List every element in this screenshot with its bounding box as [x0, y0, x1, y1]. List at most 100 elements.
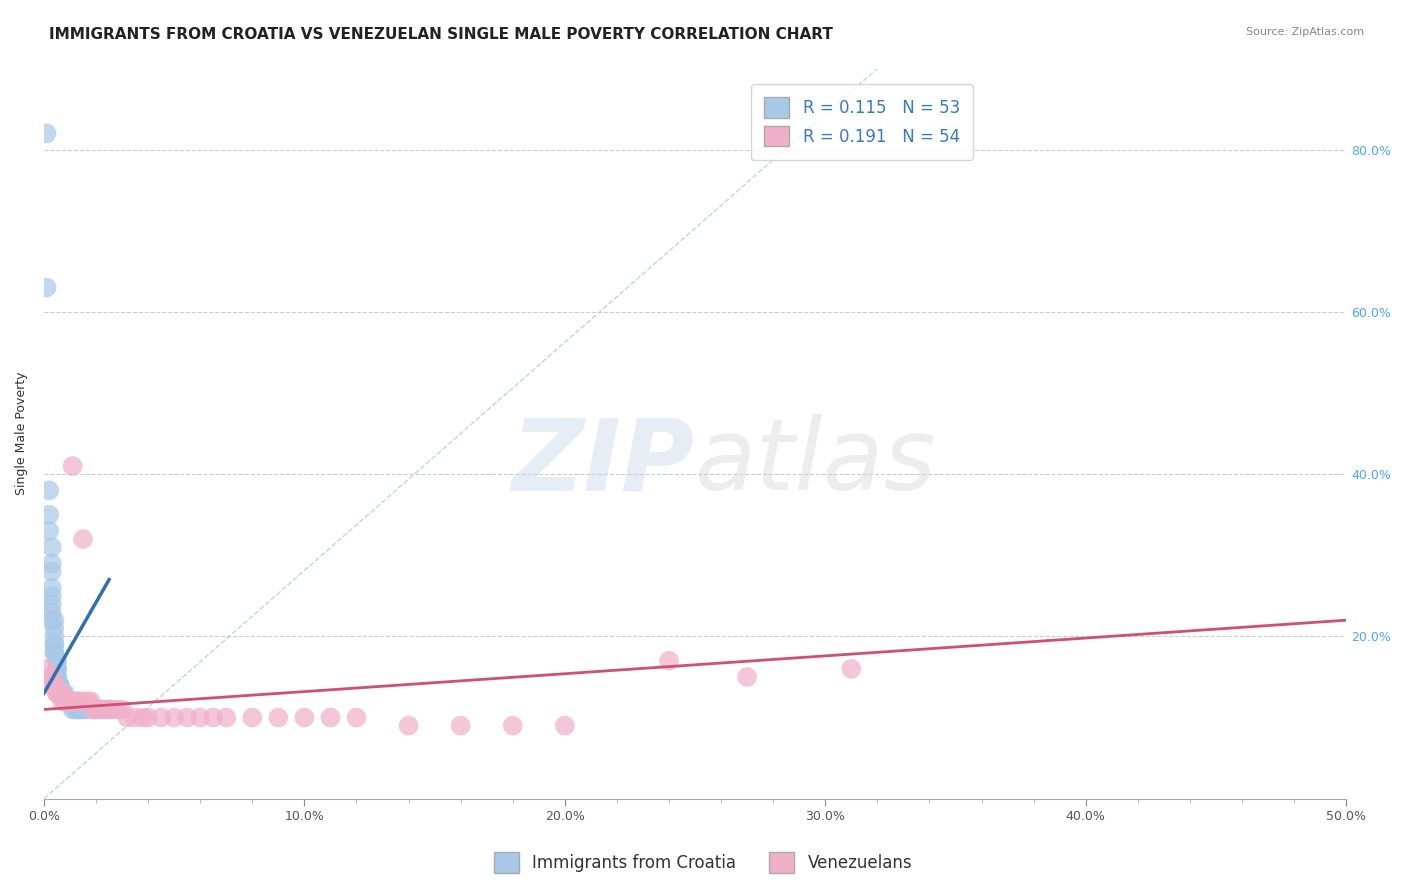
Point — [41, 565, 63, 579]
Point — [59, 694, 82, 708]
Point — [346, 710, 368, 724]
Point — [46, 686, 69, 700]
Point — [658, 654, 681, 668]
Point — [46, 670, 69, 684]
Point — [100, 702, 122, 716]
Point — [59, 694, 82, 708]
Point — [44, 629, 66, 643]
Point — [53, 694, 76, 708]
Point — [105, 702, 128, 716]
Point — [65, 694, 87, 708]
Point — [41, 581, 63, 595]
Point — [44, 621, 66, 635]
Point — [41, 589, 63, 603]
Point — [136, 710, 159, 724]
Point — [51, 686, 73, 700]
Point — [450, 719, 472, 733]
Point — [69, 702, 91, 716]
Text: ZIP: ZIP — [512, 414, 695, 511]
Point — [90, 702, 112, 716]
Point — [66, 694, 89, 708]
Point — [53, 694, 76, 708]
Point — [51, 686, 73, 700]
Point — [41, 670, 63, 684]
Point — [44, 646, 66, 660]
Point — [66, 702, 89, 716]
Point — [176, 710, 198, 724]
Point — [46, 662, 69, 676]
Point — [35, 662, 58, 676]
Point — [267, 710, 290, 724]
Point — [35, 280, 58, 294]
Point — [77, 694, 100, 708]
Point — [46, 662, 69, 676]
Point — [48, 678, 70, 692]
Point — [48, 678, 70, 692]
Point — [46, 662, 69, 676]
Point — [44, 613, 66, 627]
Point — [319, 710, 342, 724]
Point — [59, 694, 82, 708]
Point — [62, 458, 84, 473]
Point — [80, 694, 103, 708]
Point — [111, 702, 134, 716]
Point — [62, 702, 84, 716]
Point — [59, 694, 82, 708]
Point — [90, 702, 112, 716]
Text: atlas: atlas — [695, 414, 936, 511]
Point — [839, 662, 862, 676]
Point — [75, 694, 97, 708]
Point — [502, 719, 524, 733]
Point — [53, 694, 76, 708]
Point — [44, 638, 66, 652]
Point — [150, 710, 173, 724]
Point — [46, 654, 69, 668]
Point — [294, 710, 316, 724]
Point — [398, 719, 420, 733]
Point — [132, 710, 155, 724]
Point — [44, 646, 66, 660]
Point — [96, 702, 118, 716]
Point — [41, 597, 63, 611]
Point — [72, 532, 94, 546]
Point — [38, 524, 60, 538]
Point — [51, 694, 73, 708]
Point — [48, 686, 70, 700]
Point — [38, 508, 60, 522]
Point — [98, 702, 121, 716]
Point — [41, 605, 63, 619]
Point — [735, 670, 758, 684]
Point — [84, 702, 107, 716]
Point — [56, 694, 79, 708]
Point — [56, 694, 79, 708]
Point — [38, 483, 60, 498]
Point — [65, 702, 87, 716]
Point — [240, 710, 263, 724]
Point — [38, 670, 60, 684]
Point — [62, 694, 84, 708]
Point — [35, 127, 58, 141]
Point — [44, 638, 66, 652]
Point — [124, 710, 146, 724]
Point — [56, 694, 79, 708]
Point — [202, 710, 225, 724]
Text: IMMIGRANTS FROM CROATIA VS VENEZUELAN SINGLE MALE POVERTY CORRELATION CHART: IMMIGRANTS FROM CROATIA VS VENEZUELAN SI… — [49, 27, 834, 42]
Point — [84, 702, 107, 716]
Point — [51, 686, 73, 700]
Point — [82, 702, 104, 716]
Legend: R = 0.115   N = 53, R = 0.191   N = 54: R = 0.115 N = 53, R = 0.191 N = 54 — [751, 84, 973, 160]
Point — [44, 678, 66, 692]
Point — [188, 710, 211, 724]
Point — [66, 702, 89, 716]
Point — [46, 670, 69, 684]
Y-axis label: Single Male Poverty: Single Male Poverty — [15, 372, 28, 495]
Point — [215, 710, 238, 724]
Point — [41, 678, 63, 692]
Point — [554, 719, 576, 733]
Point — [51, 686, 73, 700]
Point — [53, 686, 76, 700]
Legend: Immigrants from Croatia, Venezuelans: Immigrants from Croatia, Venezuelans — [486, 846, 920, 880]
Point — [41, 613, 63, 627]
Point — [44, 678, 66, 692]
Point — [80, 702, 103, 716]
